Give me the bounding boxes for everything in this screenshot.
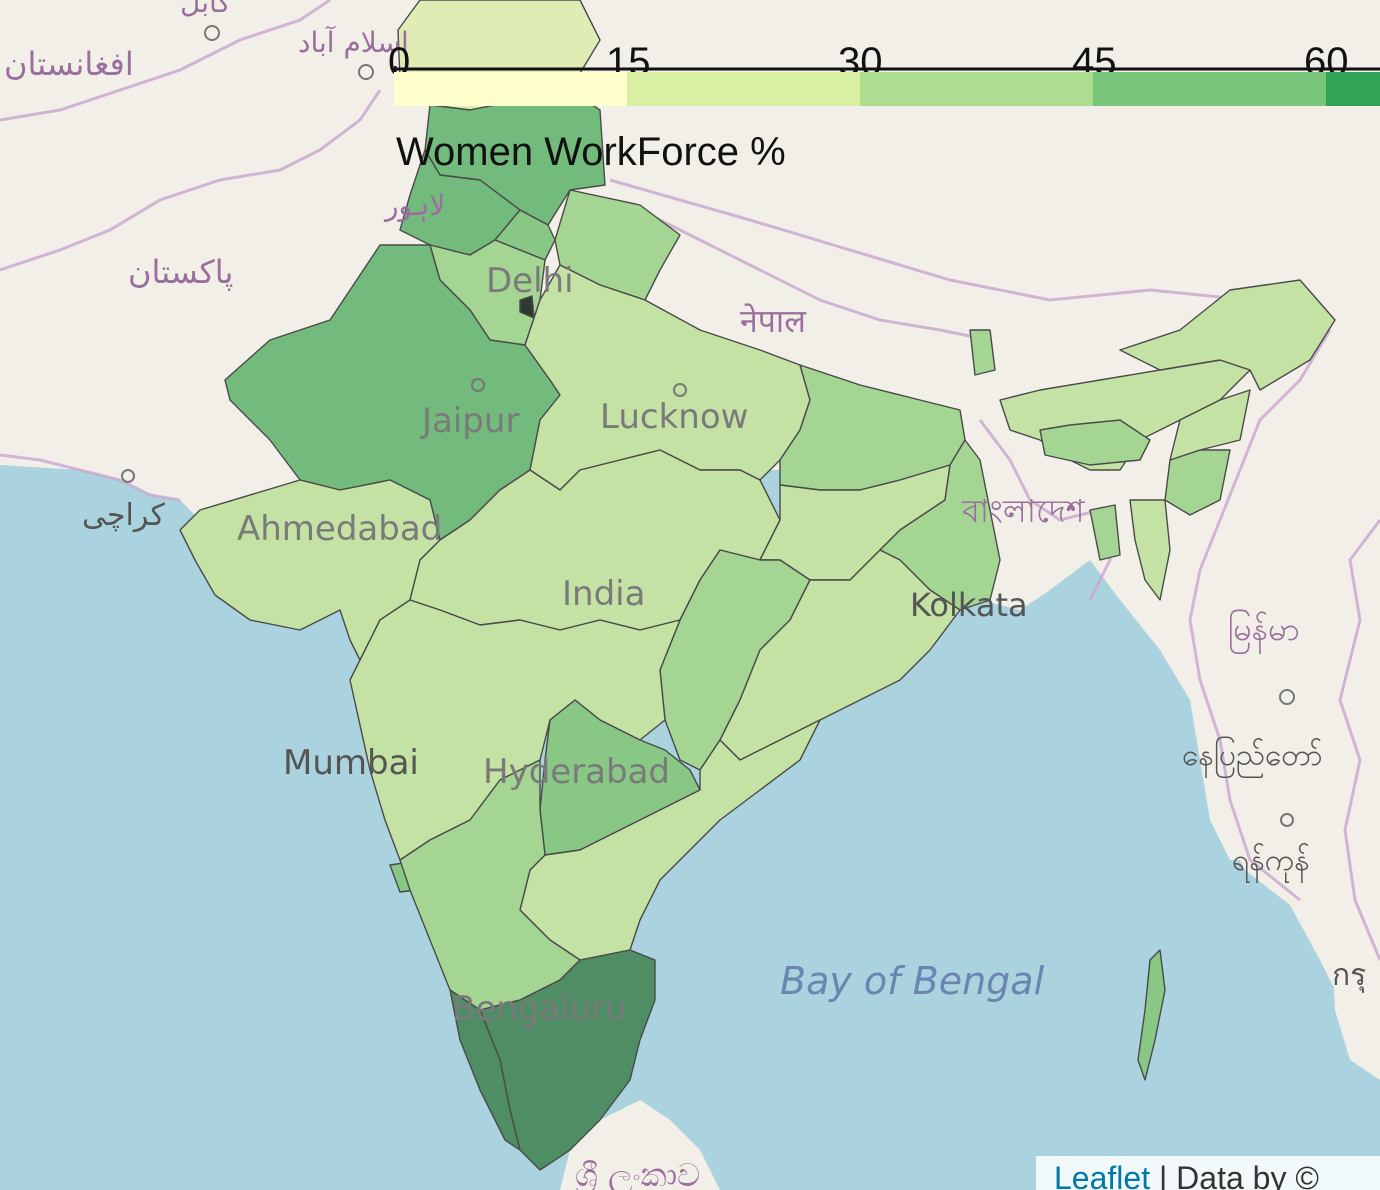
state-andhra-pradesh[interactable]	[519, 719, 821, 961]
marker-lucknow	[673, 383, 687, 397]
label-delhi: Delhi	[486, 261, 574, 301]
label-kabul: کابل	[180, 0, 232, 19]
legend-band	[394, 72, 627, 106]
label-nepal: नेपाल	[740, 302, 807, 340]
legend-title: Women WorkForce %	[396, 130, 786, 174]
border-pakistan-coast	[0, 453, 181, 502]
country-borders	[0, 0, 1380, 961]
marker-jaipur	[471, 378, 485, 392]
legend-band	[860, 72, 1093, 106]
marker-kabul	[204, 25, 220, 41]
state-nagaland[interactable]	[1169, 389, 1251, 461]
state-meghalaya[interactable]	[1039, 419, 1151, 466]
state-karnataka[interactable]	[399, 759, 581, 1011]
marker-yangon	[1280, 813, 1294, 827]
label-myanmar: မြန်မာ	[1228, 610, 1300, 654]
label-yangon: ရန်ကုန်	[1232, 843, 1310, 884]
label-thai: กรุ	[1332, 958, 1366, 994]
india-states[interactable]	[179, 0, 1336, 1171]
label-bay-of-bengal: Bay of Bengal	[780, 959, 1045, 1003]
label-karachi: کراچی	[82, 498, 165, 533]
state-andaman[interactable]	[1137, 949, 1166, 1081]
label-kolkata: Kolkata	[910, 586, 1028, 624]
border-pakistan-south	[0, 89, 382, 272]
label-mumbai: Mumbai	[283, 743, 419, 783]
attribution-separator: |	[1150, 1160, 1177, 1190]
label-india: India	[562, 574, 645, 614]
city-markers	[121, 25, 1295, 827]
attribution: Leaflet | Data by ©	[1036, 1156, 1380, 1190]
legend-colorbar	[394, 66, 1380, 106]
label-islamabad: اسلام آباد	[298, 26, 409, 59]
label-ahmedabad: Ahmedabad	[237, 509, 442, 549]
label-lucknow: Lucknow	[600, 397, 748, 437]
marker-karachi	[121, 469, 135, 483]
border-nepal	[639, 208, 991, 342]
state-tripura[interactable]	[1089, 504, 1121, 561]
border-afghanistan-pakistan	[0, 0, 331, 122]
state-sikkim[interactable]	[969, 329, 996, 376]
label-pakistan: پاکستان	[128, 253, 233, 291]
border-myanmar-west	[1188, 329, 1332, 902]
marker-islamabad	[358, 64, 374, 80]
state-mizoram[interactable]	[1129, 499, 1171, 601]
attribution-text: Data by ©	[1176, 1160, 1319, 1190]
state-arunachal[interactable]	[1119, 279, 1336, 391]
border-tibet	[609, 178, 1331, 322]
label-hyderabad: Hyderabad	[483, 752, 670, 792]
border-bangladesh	[978, 419, 1112, 601]
label-naypyidaw: နေပြည်တော်	[1182, 736, 1323, 779]
leaflet-link[interactable]: Leaflet	[1054, 1160, 1151, 1190]
legend-band	[1093, 72, 1326, 106]
legend-band	[1326, 72, 1380, 106]
label-bangladesh: বাংলাদেশ	[961, 492, 1086, 530]
legend-band	[627, 72, 860, 106]
state-odisha[interactable]	[719, 549, 961, 761]
srilanka-land	[560, 1100, 720, 1190]
border-myanmar-east	[1338, 519, 1380, 961]
label-jaipur: Jaipur	[420, 401, 519, 441]
map-labels: افغانستان کابل اسلام آباد لاہور پاکستان …	[4, 0, 1366, 1190]
label-lahore: لاہور	[383, 189, 445, 222]
label-afghanistan: افغانستان	[4, 45, 134, 83]
legend: 0 15 30 45 60 Women WorkForce %	[388, 22, 1380, 174]
label-bengaluru: Bengaluru	[452, 989, 627, 1029]
state-kerala[interactable]	[449, 989, 521, 1151]
label-srilanka: ශ්‍රී ලංකාව	[575, 1156, 700, 1190]
marker-naypyidaw	[1279, 689, 1295, 705]
